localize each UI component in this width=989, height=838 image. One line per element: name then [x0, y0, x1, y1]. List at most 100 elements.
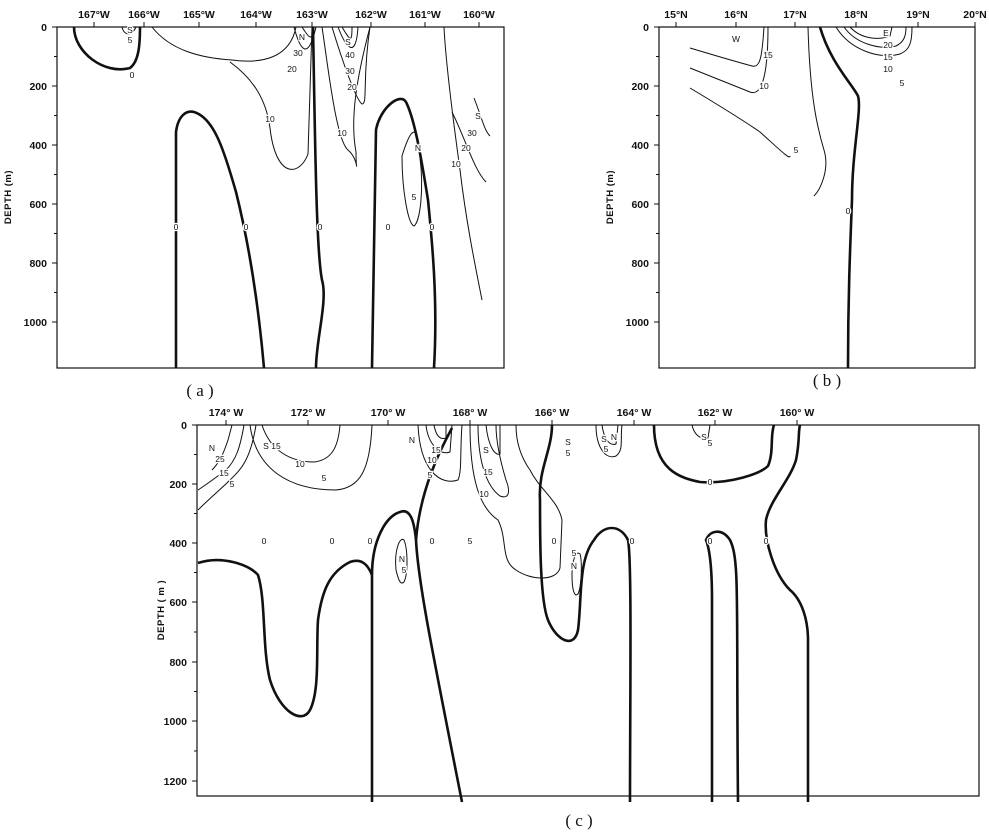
contour-line	[417, 424, 463, 482]
y-tick-label: 400	[29, 140, 47, 152]
y-tick-label: 1000	[626, 317, 650, 329]
contour-line	[321, 26, 371, 167]
contour-line	[689, 87, 791, 158]
contour-line	[601, 424, 619, 445]
x-tick-label: 168° W	[453, 407, 488, 419]
contour-label: N	[209, 443, 215, 453]
contour-line	[595, 424, 623, 458]
x-tick-label: 20°N	[963, 9, 986, 21]
x-tick-label: 166° W	[535, 407, 570, 419]
contour-label: 0	[318, 222, 323, 232]
contour-label: 5	[900, 78, 905, 88]
contour-label: S	[345, 37, 351, 47]
contour-label: E	[883, 28, 889, 38]
contour-label: 5	[468, 536, 473, 546]
x-tick-label: 160°W	[463, 9, 495, 21]
zero-contour-line	[538, 424, 632, 803]
contour-line	[849, 26, 893, 39]
y-tick-label: 0	[41, 22, 47, 34]
zero-contour-line	[174, 110, 266, 369]
zero-contour-line	[704, 530, 740, 803]
y-tick-label: 800	[169, 657, 187, 669]
contour-line	[473, 97, 491, 137]
contour-label: 0	[262, 536, 267, 546]
contour-label: S	[483, 445, 489, 455]
contour-label: 5	[428, 470, 433, 480]
contour-line	[443, 26, 483, 301]
x-tick-label: 163°W	[296, 9, 328, 21]
contour-line	[395, 538, 408, 584]
contour-line	[843, 26, 907, 48]
x-tick-label: 172° W	[291, 407, 326, 419]
contour-label: N	[299, 32, 305, 42]
y-tick-label: 600	[631, 199, 649, 211]
y-tick-label: 400	[631, 140, 649, 152]
contour-line	[691, 424, 711, 439]
contour-label: 20	[461, 143, 471, 153]
zero-contour-line	[764, 424, 810, 802]
contour-line	[485, 424, 501, 455]
contour-label: 0	[708, 477, 713, 487]
contour-line	[401, 131, 423, 227]
panel-label: ( b )	[813, 371, 841, 390]
y-tick-label: 200	[169, 479, 187, 491]
contour-label: N	[409, 435, 415, 445]
y-tick-label: 0	[643, 22, 649, 34]
contour-label: N	[611, 432, 617, 442]
panel-b: 15°N 16°N 17°N 18°N 19°N 20°N0200400600800100…	[605, 9, 987, 390]
x-tick-label: 166°W	[128, 9, 160, 21]
contour-label: 0	[244, 222, 249, 232]
panel-a-frame	[56, 26, 505, 369]
x-tick-label: 162° W	[698, 407, 733, 419]
y-tick-label: 800	[29, 258, 47, 270]
contour-label: 5	[604, 444, 609, 454]
contour-label: 0	[764, 536, 769, 546]
zero-contour-line	[414, 427, 454, 541]
contour-label: 15	[763, 50, 773, 60]
contour-line	[197, 424, 257, 511]
x-tick-label: 161°W	[409, 9, 441, 21]
contour-label: 0	[846, 206, 851, 216]
zero-contour-line	[370, 97, 437, 369]
contour-label: 0	[130, 70, 135, 80]
y-tick-label: 0	[181, 420, 187, 432]
y-tick-label: 1200	[164, 776, 188, 788]
x-tick-label: 174° W	[209, 407, 244, 419]
x-tick-label: 160° W	[780, 407, 815, 419]
contour-label: 5	[412, 192, 417, 202]
contour-line	[835, 26, 913, 57]
x-tick-label: 164°W	[240, 9, 272, 21]
x-tick-label: 18°N	[844, 9, 867, 21]
contour-line	[469, 424, 563, 579]
contour-line	[341, 26, 353, 39]
contour-line	[229, 26, 313, 170]
contour-label: S	[701, 432, 707, 442]
zero-contour-line	[652, 424, 776, 484]
contour-label: 20	[287, 64, 297, 74]
contour-label: 20	[883, 40, 893, 50]
contour-label: 5	[128, 35, 133, 45]
contour-line	[477, 424, 509, 498]
zero-contour-line	[370, 509, 464, 803]
contour-label: 10	[759, 81, 769, 91]
contour-line	[807, 26, 827, 197]
contour-label: 0	[708, 536, 713, 546]
x-tick-label: 167°W	[78, 9, 110, 21]
contour-label: S	[601, 434, 607, 444]
contour-line	[261, 424, 341, 463]
panel-a: 167°W 166°W 165°W 164°W 163°W 162°W 161°W 160°W…	[3, 9, 505, 400]
x-tick-label: 164° W	[617, 407, 652, 419]
contour-label: 0	[386, 222, 391, 232]
zero-contour-line	[72, 26, 142, 71]
contour-label: 0	[368, 536, 373, 546]
contour-label: 10	[451, 159, 461, 169]
contour-label: 10	[427, 455, 437, 465]
contour-label: 5	[708, 438, 713, 448]
panel-label: ( c )	[565, 811, 592, 830]
contour-line	[249, 424, 373, 491]
contour-label: 30	[467, 128, 477, 138]
contour-label: N	[415, 143, 421, 153]
contour-label: 0	[430, 222, 435, 232]
contour-label: 5	[402, 565, 407, 575]
